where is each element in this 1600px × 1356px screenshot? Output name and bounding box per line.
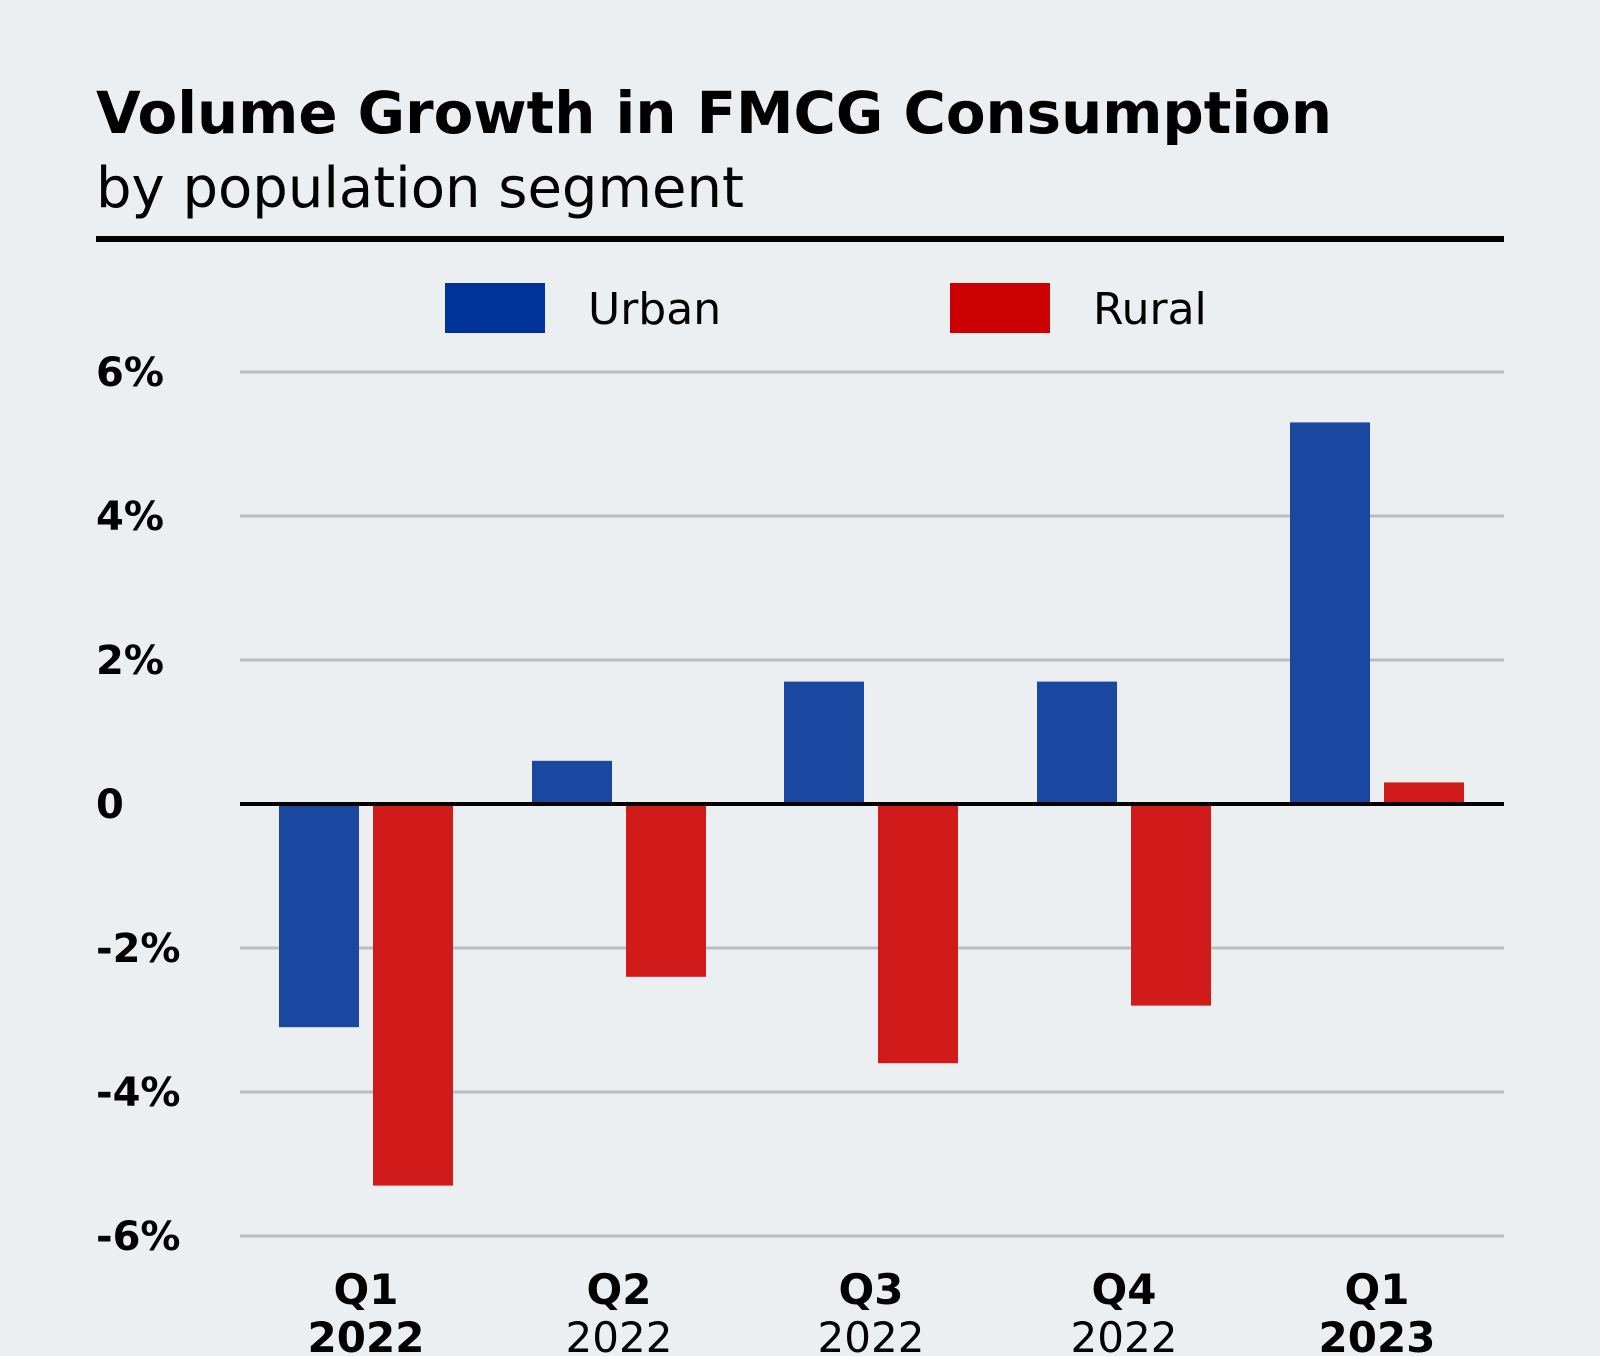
bar-urban [279, 804, 359, 1028]
x-tick-year: 2022 [308, 1313, 425, 1356]
title-rule [96, 236, 1504, 242]
bars [279, 422, 1464, 1186]
bar-urban [784, 681, 864, 804]
y-tick-label: -2% [96, 926, 181, 972]
legend-swatch-rural [950, 283, 1050, 333]
zero-line [240, 802, 1504, 806]
y-tick-label: 4% [96, 494, 164, 540]
x-tick-year: 2022 [566, 1313, 673, 1356]
y-tick-label: 2% [96, 638, 164, 684]
x-tick-quarter: Q4 [1092, 1265, 1157, 1314]
y-axis: 6% 4% 2% 0 -2% -4% -6% [96, 350, 181, 1260]
x-tick-year: 2022 [1071, 1313, 1178, 1356]
bar-rural [1384, 782, 1464, 804]
x-tick-year: 2022 [818, 1313, 925, 1356]
legend-label-rural: Rural [1093, 284, 1207, 335]
bar-urban [1037, 681, 1117, 804]
y-tick-label: -4% [96, 1070, 181, 1116]
y-tick-label: -6% [96, 1214, 181, 1260]
x-tick-quarter: Q3 [839, 1265, 904, 1314]
x-tick-year: 2023 [1319, 1313, 1436, 1356]
legend-label-urban: Urban [588, 284, 721, 335]
bar-rural [878, 804, 958, 1064]
bar-urban [532, 760, 612, 804]
y-tick-label: 6% [96, 350, 164, 396]
legend: Urban Rural [445, 283, 1207, 335]
chart-title: Volume Growth in FMCG Consumption [96, 79, 1332, 147]
chart-subtitle: by population segment [96, 156, 744, 221]
x-tick-quarter: Q1 [334, 1265, 399, 1314]
bar-rural [373, 804, 453, 1186]
bar-rural [626, 804, 706, 977]
x-tick-quarter: Q1 [1345, 1265, 1410, 1314]
bar-rural [1131, 804, 1211, 1006]
legend-swatch-urban [445, 283, 545, 333]
zero-line-group [240, 802, 1504, 806]
x-tick-quarter: Q2 [587, 1265, 652, 1314]
bar-urban [1290, 422, 1370, 804]
y-tick-label: 0 [96, 782, 124, 828]
